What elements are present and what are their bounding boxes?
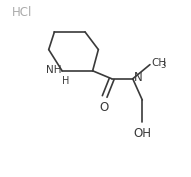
Text: H: H [62, 76, 69, 85]
Text: 3: 3 [160, 61, 165, 70]
Text: CH: CH [151, 58, 166, 68]
Text: OH: OH [133, 127, 151, 139]
Text: N: N [134, 71, 142, 84]
Text: HCl: HCl [11, 6, 32, 19]
Text: O: O [99, 101, 108, 114]
Text: NH: NH [46, 65, 61, 75]
